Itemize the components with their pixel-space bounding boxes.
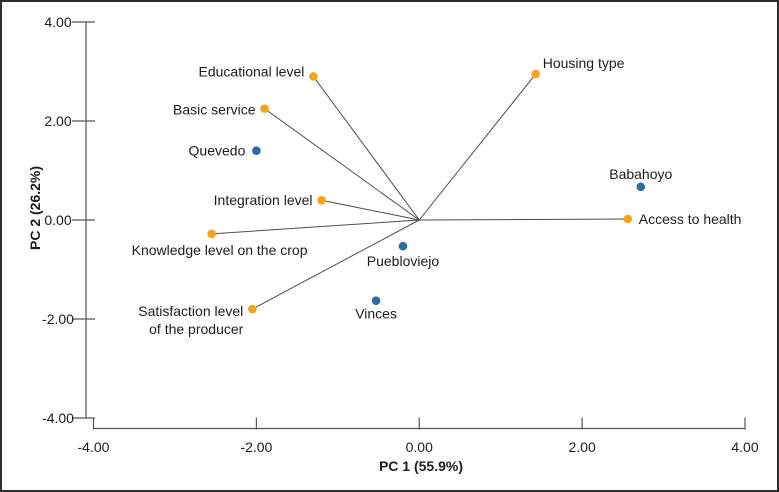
x-tick-label: 2.00 — [569, 439, 596, 455]
point-label: Satisfaction level of the producer — [138, 303, 243, 337]
municipality-point — [398, 241, 408, 251]
municipality-point — [636, 182, 646, 192]
point-label: Basic service — [173, 102, 256, 118]
point-label: Integration level — [214, 192, 313, 208]
variable-point — [247, 304, 257, 314]
point-label: Access to health — [639, 211, 742, 227]
x-tick-label: -2.00 — [240, 439, 272, 455]
point-label: Housing type — [543, 55, 625, 71]
x-tick-label: -4.00 — [78, 439, 110, 455]
y-tick-label: -4.00 — [42, 410, 74, 426]
point-label: Puebloviejo — [367, 253, 440, 269]
variable-point — [623, 214, 633, 224]
municipality-point — [252, 146, 261, 155]
data-points — [207, 69, 646, 314]
loading-vector — [312, 76, 420, 221]
y-tick-label: -2.00 — [42, 311, 74, 327]
loading-vector — [418, 73, 537, 221]
variable-point — [260, 104, 269, 113]
point-label: Babahoyo — [609, 166, 672, 182]
x-tick-label: 4.00 — [731, 439, 758, 455]
loading-vector — [264, 108, 420, 221]
y-tick-label: 0.00 — [44, 212, 71, 228]
variable-point — [317, 195, 326, 205]
x-axis-title: PC 1 (55.9%) — [379, 458, 463, 474]
municipality-point — [371, 296, 381, 305]
point-label: Educational level — [199, 63, 305, 79]
loading-vector — [419, 218, 628, 221]
axes: -4.00 -2.00 0.00 2.00 4.00 -4.00 -2.00 0.00 2.00… — [42, 14, 759, 455]
variable-point — [531, 69, 541, 79]
y-tick-label: 2.00 — [44, 113, 71, 129]
loading-vectors — [211, 73, 628, 310]
point-label: Vinces — [355, 306, 397, 322]
variable-point — [309, 72, 318, 81]
loading-vector — [321, 199, 420, 221]
point-label: Knowledge level on the crop — [132, 242, 308, 258]
y-tick-label: 4.00 — [44, 14, 71, 30]
x-tick-label: 0.00 — [406, 439, 433, 455]
loading-vector — [252, 219, 420, 310]
point-label: Quevedo — [189, 143, 246, 159]
variable-point — [207, 229, 216, 239]
point-labels: Educational level Basic service Integratio… — [132, 55, 742, 337]
y-axis-title: PC 2 (26.2%) — [27, 166, 43, 250]
loading-vector — [211, 219, 420, 235]
